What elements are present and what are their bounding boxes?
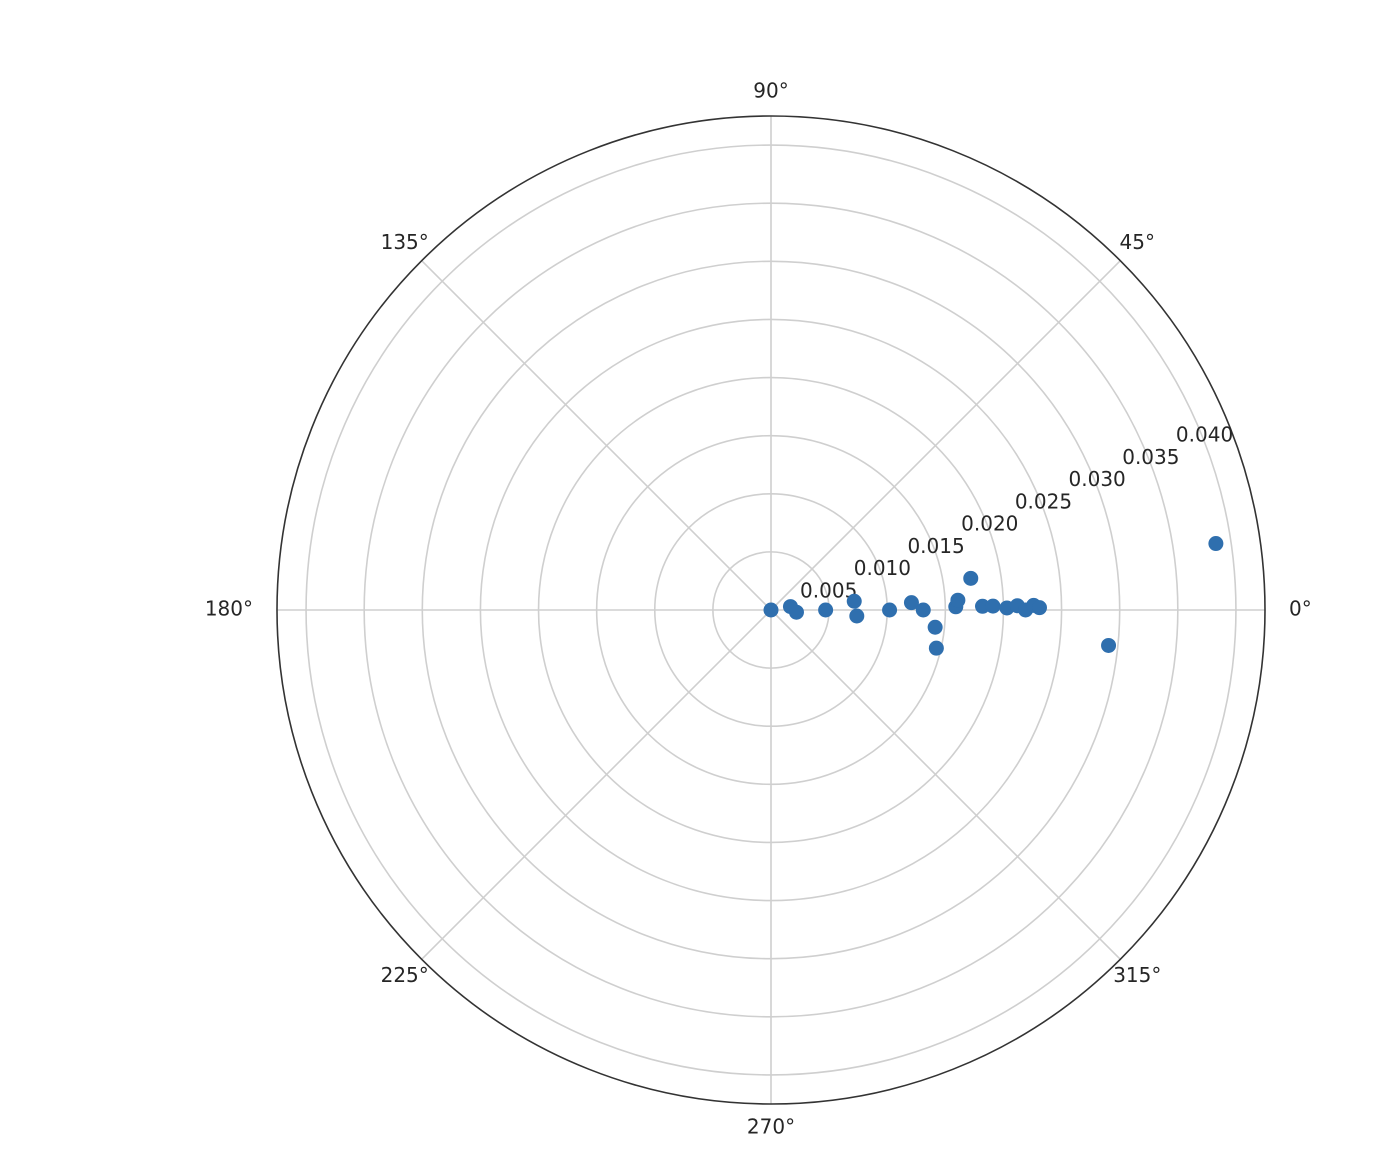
angular-gridline-7 [770,609,1121,960]
angular-tick-label: 135° [381,230,429,254]
angular-tick-label: 225° [381,963,429,987]
scatter-point-12 [950,592,966,608]
scatter-point-3 [818,602,834,618]
radial-tick-label: 0.010 [854,556,911,580]
scatter-point-6 [882,602,898,618]
scatter-point-10 [928,640,944,656]
scatter-point-2 [788,604,804,620]
radial-tick-label: 0.025 [1015,489,1072,513]
radial-tick-label: 0.035 [1122,445,1179,469]
angular-tick-label: 0° [1289,597,1312,621]
radial-tick-label: 0.020 [961,512,1018,536]
scatter-point-13 [963,570,979,586]
scatter-point-21 [1101,637,1117,653]
scatter-point-7 [903,595,919,611]
data-points [763,536,1224,656]
radial-tick-label: 0.030 [1069,467,1126,491]
scatter-point-4 [846,593,862,609]
radial-tick-label: 0.040 [1176,423,1233,447]
angular-tick-label: 45° [1120,230,1155,254]
scatter-point-14 [975,598,991,614]
angular-gridline-1 [770,260,1121,611]
angular-tick-label: 90° [753,79,788,103]
scatter-point-20 [1031,600,1047,616]
scatter-point-0 [763,602,779,618]
polar-frame [276,115,1266,1105]
radial-tick-label: 0.015 [907,534,964,558]
angular-tick-label: 315° [1113,963,1161,987]
angular-gridline-5 [421,609,772,960]
scatter-point-5 [849,608,865,624]
scatter-point-9 [927,619,943,635]
scatter-point-22 [1208,536,1224,552]
angular-tick-label: 180° [205,597,253,621]
scatter-point-8 [915,602,931,618]
angular-tick-label: 270° [747,1115,795,1139]
angular-tick-labels: 0° 45° 90° 135° 180° 225° 270° 315° [205,79,1312,1139]
polar-spine [276,115,1266,1105]
scatter-point-15 [985,598,1001,614]
angular-gridline-3 [421,260,772,611]
